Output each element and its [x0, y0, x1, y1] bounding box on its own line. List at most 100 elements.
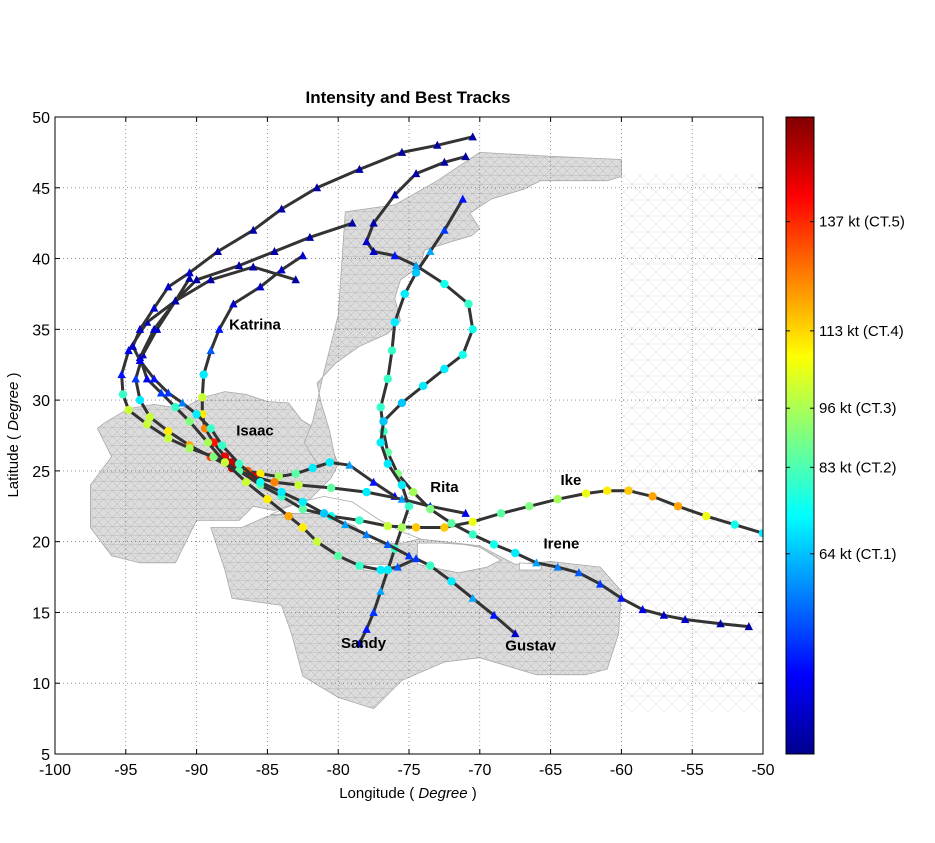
track-point [135, 324, 145, 333]
track-point [256, 478, 265, 487]
track-point [149, 324, 159, 333]
track-point [404, 551, 414, 560]
track-point [124, 346, 133, 355]
track-point [383, 521, 392, 531]
y-tick-label: 50 [32, 110, 50, 127]
track-point [468, 325, 477, 334]
storm-label-katrina: Katrina [229, 316, 281, 333]
track-point [496, 509, 506, 518]
track-point [489, 540, 499, 549]
track-point [348, 218, 357, 227]
y-tick-label: 45 [32, 181, 50, 198]
storm-label-gustav: Gustav [505, 638, 557, 655]
track-line [358, 155, 475, 645]
x-axis-ticks: -100 -95 -90 -85 -80 -75 -70 -65 -60 -55 -50 [39, 117, 775, 779]
y-tick-label: 20 [32, 535, 50, 552]
colorbar-label: 64 kt (CT.1) [819, 546, 897, 563]
track-point [291, 275, 300, 284]
track-point [468, 132, 477, 141]
chart-title: Intensity and Best Tracks [305, 88, 510, 107]
track-point [118, 390, 128, 399]
y-tick-label: 25 [32, 464, 50, 481]
track-point [294, 480, 303, 490]
track-point [234, 459, 244, 469]
track-point [376, 586, 385, 595]
x-tick-label: -60 [610, 762, 633, 779]
track-isaac [128, 132, 477, 560]
track-point [213, 246, 223, 255]
colorbar [785, 116, 815, 755]
mesh-background [90, 151, 763, 712]
track-ike [117, 262, 763, 538]
x-tick-label: -100 [39, 762, 71, 779]
storm-label-irene: Irene [544, 536, 580, 553]
track-point [511, 548, 520, 558]
track-point [411, 523, 421, 532]
track-point [397, 523, 407, 532]
x-tick-label: -55 [681, 762, 704, 779]
track-point [215, 324, 224, 333]
y-axis-label: Latitude ( Degree ) [5, 372, 22, 497]
track-point [185, 273, 194, 282]
track-point [185, 444, 194, 453]
track-point [379, 417, 388, 426]
track-gustav [135, 218, 520, 638]
track-point [426, 246, 435, 255]
track-point [387, 346, 397, 355]
track-point [624, 486, 633, 495]
track-point [433, 140, 442, 149]
track-point [390, 318, 400, 327]
track-point [461, 152, 470, 161]
colorbar-label: 96 kt (CT.3) [819, 400, 897, 417]
track-point [249, 225, 258, 234]
track-point [390, 251, 400, 260]
track-point [149, 303, 159, 312]
track-point [411, 268, 421, 277]
track-point [458, 194, 468, 203]
track-point [525, 502, 534, 511]
storm-label-isaac: Isaac [236, 423, 274, 440]
storm-tracks [117, 132, 763, 648]
track-point [325, 458, 334, 467]
track-point [404, 502, 414, 511]
track-point [397, 494, 407, 503]
track-point [298, 523, 307, 532]
track-point [603, 486, 612, 495]
track-point [270, 478, 279, 487]
track-point [217, 441, 227, 450]
track-point [393, 562, 402, 571]
track-point [312, 537, 322, 546]
track-point [638, 605, 647, 614]
x-tick-label: -85 [256, 762, 279, 779]
track-point [673, 502, 683, 511]
track-point [312, 183, 322, 192]
track-point [702, 511, 711, 521]
track-point [468, 593, 477, 602]
y-tick-label: 40 [32, 252, 50, 269]
track-line [379, 198, 749, 629]
track-point [192, 275, 201, 284]
track-point [277, 487, 286, 497]
track-point [256, 282, 265, 291]
track-point [411, 261, 421, 270]
track-point [206, 424, 215, 433]
track-point [171, 402, 180, 412]
storm-label-ike: Ike [561, 472, 582, 489]
track-point [397, 398, 407, 408]
track-point [489, 610, 499, 619]
track-point [164, 434, 173, 443]
track-point [440, 279, 449, 289]
track-point [164, 388, 173, 397]
colorbar-label: 137 kt (CT.5) [819, 214, 905, 231]
y-axis-ticks: 5 10 15 20 25 30 35 40 45 50 [32, 110, 763, 764]
track-point [203, 438, 213, 447]
track-point [249, 262, 258, 271]
track-point [648, 492, 657, 501]
y-tick-label: 15 [32, 605, 50, 622]
track-point [206, 275, 215, 284]
track-point [171, 296, 180, 305]
track-point [362, 530, 371, 539]
track-point [131, 374, 140, 383]
track-point [744, 622, 754, 631]
track-point [574, 568, 584, 577]
